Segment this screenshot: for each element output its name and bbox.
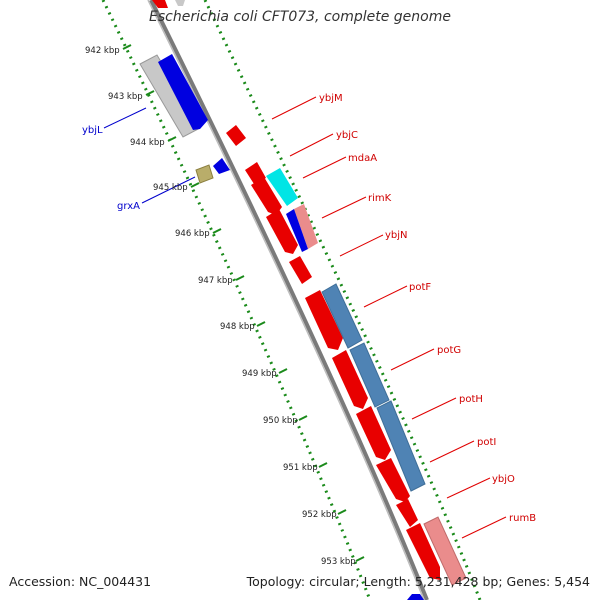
kbp-label: 943 kbp — [108, 92, 143, 102]
kbp-label: 952 kbp — [302, 510, 337, 520]
gene-label-ybjM[interactable]: ybjM — [319, 93, 343, 104]
kbp-tick-marks — [122, 44, 365, 562]
genome-stats-text: Topology: circular; Length: 5,231,428 bp… — [246, 574, 590, 589]
kbp-tick — [355, 556, 365, 562]
gene-grxA[interactable] — [195, 164, 214, 184]
gene-label-potG[interactable]: potG — [437, 345, 461, 356]
kbp-label: 948 kbp — [220, 322, 255, 332]
gene-rimK[interactable] — [266, 209, 298, 254]
gene-blue-small[interactable] — [213, 158, 230, 174]
gene-pink-rumB[interactable] — [423, 516, 467, 586]
gene-label-ybjN[interactable]: ybjN — [385, 230, 408, 241]
kbp-tick — [337, 509, 347, 515]
gene-label-potH[interactable]: potH — [459, 394, 483, 405]
gene-bottom-blue[interactable] — [407, 594, 424, 600]
gene-label-grxA[interactable]: grxA — [117, 201, 140, 212]
kbp-tick — [235, 275, 245, 281]
gene-label-potF[interactable]: potF — [409, 282, 431, 293]
gene-blue-rimK[interactable] — [286, 209, 308, 252]
gene-steel-potH[interactable] — [376, 400, 426, 492]
gene-label-rumB[interactable]: rumB — [509, 513, 536, 524]
gene-ybjO[interactable] — [396, 499, 418, 527]
gene-potF[interactable] — [305, 290, 343, 350]
kbp-tick — [298, 415, 308, 421]
gene-potH[interactable] — [356, 406, 391, 460]
gene-ybjL-blue[interactable] — [158, 54, 208, 130]
kbp-label: 946 kbp — [175, 229, 210, 239]
gene-pink-ybjN[interactable] — [294, 204, 318, 249]
gene-label-ybjO[interactable]: ybjO — [492, 474, 515, 485]
kbp-tick — [278, 368, 288, 374]
gene-potI[interactable] — [376, 458, 410, 502]
accession-text: Accession: NC_004431 — [9, 574, 152, 589]
gene-top-grey[interactable] — [175, 0, 185, 6]
kbp-tick — [167, 136, 177, 142]
genome-backbone — [149, 0, 429, 600]
kbp-label: 951 kbp — [283, 463, 318, 473]
kbp-tick — [122, 44, 132, 50]
gene-steel-potF[interactable] — [321, 283, 363, 349]
kbp-tick — [318, 462, 328, 468]
kbp-tick — [145, 90, 155, 96]
gene-label-ybjC[interactable]: ybjC — [336, 130, 358, 141]
map-title: Escherichia coli CFT073, complete genome — [149, 9, 451, 25]
outer-gc-track — [203, 0, 482, 600]
gene-label-ybjL[interactable]: ybjL — [82, 125, 103, 136]
gene-top-red[interactable] — [152, 0, 168, 8]
kbp-label: 942 kbp — [85, 46, 120, 56]
gene-steel-potG[interactable] — [349, 342, 390, 408]
kbp-tick — [190, 182, 200, 188]
gene-cyan[interactable] — [266, 168, 298, 206]
gene-mdaA[interactable] — [251, 177, 282, 215]
gene-ybjN[interactable] — [289, 256, 312, 284]
gene-label-mdaA[interactable]: mdaA — [348, 153, 377, 164]
kbp-tick — [256, 321, 266, 327]
kbp-label: 944 kbp — [130, 138, 165, 148]
gene-rumB[interactable] — [406, 523, 440, 580]
gene-ybjC[interactable] — [245, 162, 266, 184]
gene-label-potI[interactable]: potI — [477, 437, 496, 448]
kbp-label: 953 kbp — [321, 557, 356, 567]
gene-potG[interactable] — [332, 350, 368, 409]
gene-label-rimK[interactable]: rimK — [368, 193, 392, 204]
kbp-label: 949 kbp — [242, 369, 277, 379]
left-leader-lines — [103, 107, 196, 204]
kbp-label: 945 kbp — [153, 183, 188, 193]
gene-ybjM[interactable] — [226, 125, 246, 146]
right-leader-lines — [271, 96, 507, 539]
kbp-label: 947 kbp — [198, 276, 233, 286]
kbp-label: 950 kbp — [263, 416, 298, 426]
kbp-tick — [212, 228, 222, 234]
